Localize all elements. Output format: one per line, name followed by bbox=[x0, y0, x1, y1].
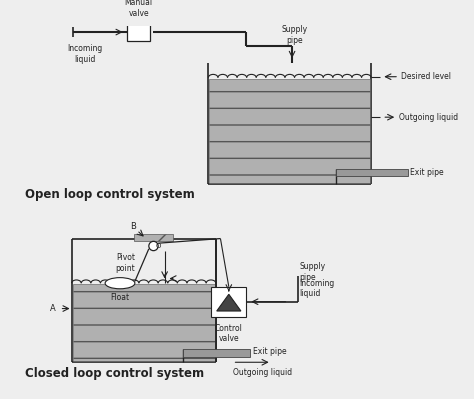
Text: Pivot
point: Pivot point bbox=[116, 253, 136, 273]
Text: Exit pipe: Exit pipe bbox=[410, 168, 444, 177]
Text: Outgoing liquid: Outgoing liquid bbox=[399, 113, 458, 122]
Polygon shape bbox=[217, 294, 241, 311]
Text: Control
valve: Control valve bbox=[215, 324, 243, 344]
Text: Supply
pipe: Supply pipe bbox=[300, 262, 326, 282]
Text: Exit pipe: Exit pipe bbox=[253, 347, 287, 356]
Bar bbox=[128, 23, 150, 41]
Text: Supply
pipe: Supply pipe bbox=[282, 25, 308, 45]
Bar bbox=[183, 349, 250, 357]
Text: B: B bbox=[130, 222, 136, 231]
Text: Float: Float bbox=[110, 292, 129, 302]
Text: Outgoing liquid: Outgoing liquid bbox=[233, 368, 292, 377]
Bar bbox=[210, 79, 370, 183]
Text: Incoming
liquid: Incoming liquid bbox=[67, 44, 102, 63]
Text: Incoming
liquid: Incoming liquid bbox=[300, 279, 335, 298]
Text: Manual
valve: Manual valve bbox=[125, 0, 153, 18]
Text: Closed loop control system: Closed loop control system bbox=[25, 367, 204, 380]
Bar bbox=[211, 287, 246, 316]
Bar bbox=[134, 234, 173, 241]
Bar bbox=[336, 169, 408, 176]
Text: O: O bbox=[155, 243, 161, 249]
Text: Desired level: Desired level bbox=[401, 72, 451, 81]
Circle shape bbox=[149, 241, 158, 251]
Text: A: A bbox=[50, 304, 56, 313]
Bar bbox=[73, 284, 215, 361]
Text: Open loop control system: Open loop control system bbox=[25, 188, 195, 201]
Ellipse shape bbox=[105, 278, 135, 289]
